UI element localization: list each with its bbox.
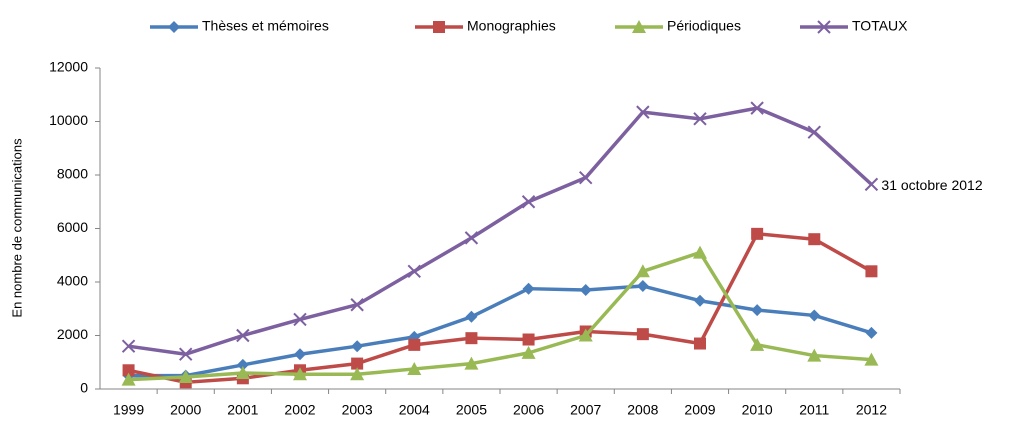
marker — [750, 101, 764, 115]
x-tick-label: 2003 — [342, 402, 373, 418]
x-tick-label: 2006 — [513, 402, 544, 418]
marker — [121, 339, 136, 353]
marker — [179, 347, 193, 361]
x-tick-label: 2008 — [627, 402, 658, 418]
marker — [236, 328, 250, 343]
marker — [294, 348, 306, 361]
legend-label: Monographies — [467, 18, 556, 34]
x-tick-label: 2011 — [799, 402, 829, 418]
marker — [433, 21, 445, 33]
legend-label: TOTAUX — [852, 18, 908, 34]
marker — [522, 333, 535, 346]
marker — [751, 304, 764, 317]
marker — [751, 227, 764, 240]
marker — [350, 298, 364, 312]
y-tick-label: 6000 — [57, 219, 88, 235]
x-tick-label: 2001 — [227, 402, 258, 418]
marker — [168, 21, 180, 33]
marker — [636, 280, 649, 293]
marker — [807, 125, 821, 139]
marker — [464, 356, 479, 370]
marker — [636, 328, 649, 341]
marker — [750, 337, 765, 351]
marker — [694, 294, 706, 307]
marker — [293, 367, 307, 381]
marker — [236, 358, 249, 371]
marker — [351, 340, 364, 353]
y-tick-label: 0 — [80, 380, 88, 396]
marker — [521, 195, 536, 209]
marker — [465, 310, 478, 323]
marker — [865, 265, 878, 278]
y-tick-label: 8000 — [57, 166, 88, 182]
marker — [350, 367, 365, 381]
marker — [635, 264, 650, 278]
marker — [579, 170, 593, 185]
legend-label: Thèses et mémoires — [202, 18, 329, 34]
marker — [808, 233, 821, 246]
marker — [579, 284, 592, 297]
line — [128, 232, 873, 385]
y-tick-label: 4000 — [57, 273, 88, 289]
x-tick-label: 2012 — [856, 402, 887, 418]
marker — [521, 345, 536, 359]
marker — [407, 264, 421, 279]
marker — [808, 309, 821, 322]
marker — [864, 177, 879, 192]
marker — [351, 357, 364, 370]
line — [128, 284, 872, 378]
annotation: 31 octobre 2012 — [881, 177, 982, 193]
marker — [465, 332, 478, 345]
y-axis-label: En nombre de communications — [9, 138, 24, 318]
marker — [293, 312, 307, 327]
y-tick-label: 12000 — [49, 59, 88, 75]
marker — [693, 245, 707, 259]
marker — [864, 352, 879, 366]
x-tick-label: 2000 — [170, 402, 201, 418]
x-tick-label: 2004 — [399, 402, 430, 418]
marker — [408, 338, 421, 351]
marker — [407, 361, 422, 375]
marker — [693, 112, 707, 126]
marker — [817, 20, 831, 34]
marker — [235, 365, 250, 379]
x-tick-label: 2009 — [684, 402, 715, 418]
line — [128, 250, 872, 382]
marker — [578, 328, 593, 342]
x-tick-label: 2005 — [456, 402, 487, 418]
marker — [807, 348, 822, 362]
marker — [522, 282, 535, 295]
marker — [632, 20, 646, 33]
x-tick-label: 2010 — [742, 402, 773, 418]
marker — [464, 231, 479, 245]
x-tick-label: 1999 — [113, 402, 144, 418]
y-tick-label: 2000 — [57, 326, 88, 342]
legend-label: Périodiques — [667, 18, 741, 34]
marker — [694, 337, 706, 350]
x-tick-label: 2007 — [570, 402, 601, 418]
marker — [121, 372, 136, 386]
x-tick-label: 2002 — [284, 402, 315, 418]
marker — [865, 326, 878, 339]
marker — [122, 364, 135, 377]
line — [128, 106, 873, 356]
y-tick-label: 10000 — [49, 112, 88, 128]
marker — [636, 105, 650, 119]
marker — [178, 369, 193, 383]
